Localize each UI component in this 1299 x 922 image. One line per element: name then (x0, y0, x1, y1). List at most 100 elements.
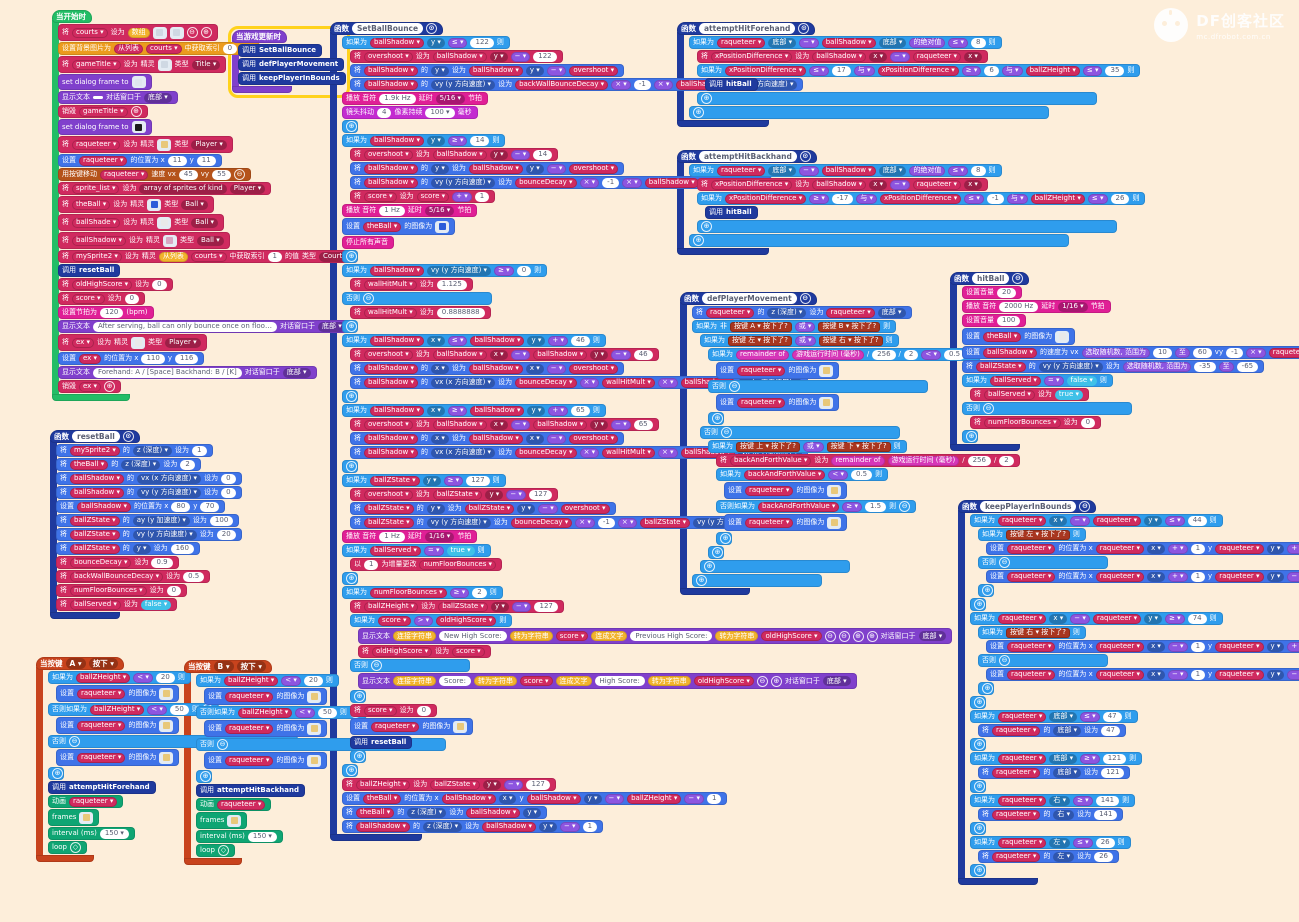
dropdown-pill[interactable]: 5/16 ▾ (424, 205, 455, 216)
variable-pill[interactable]: ballShadow ▾ (370, 37, 424, 48)
value-input[interactable]: 2 (999, 455, 1014, 466)
block-row[interactable]: 设置 ballShadow ▾ 的位置为 x 80 y 70 (56, 500, 226, 513)
value-input[interactable]: 0 (222, 43, 238, 54)
operator-pill[interactable]: × ▾ (1246, 347, 1266, 358)
value-input[interactable]: 0 (221, 487, 236, 498)
dropdown-pill[interactable]: y ▾ (517, 503, 536, 514)
block-row[interactable]: 调用 attemptHitForehand (48, 781, 156, 794)
block-row[interactable]: 将 score ▾ 设为 0 (350, 704, 438, 717)
block-row[interactable]: 播放 音符 1 Hz 延时 5/16 ▾ 节拍 (342, 204, 478, 217)
block-row[interactable]: 设置 raqueteer ▾ 的位置为 x 11 y 11 (58, 154, 222, 167)
block-row[interactable]: 将 score ▾ 设为 0 (58, 292, 146, 305)
operator-pill[interactable]: ≥ ▾ (449, 587, 470, 598)
operator-pill[interactable]: < ▾ (921, 349, 941, 360)
block-row[interactable]: 将 overshoot ▾ 设为 ballShadow ▾ y ▾ − ▾ 14 (350, 148, 559, 161)
dropdown-pill[interactable]: x ▾ (426, 335, 445, 346)
dropdown-pill[interactable]: 右 ▾ (1049, 795, 1071, 806)
block-row[interactable]: 如果为 raqueteer ▾ 底部 ▾ − ▾ ballShadow ▾ 底部 ▾ 的绝对… (689, 164, 1002, 177)
variable-pill[interactable]: sprite_list ▾ (72, 183, 120, 194)
image-thumbnail[interactable] (79, 811, 94, 824)
variable-pill[interactable]: oldHighScore ▾ (436, 615, 497, 626)
variable-pill[interactable]: theBall ▾ (72, 199, 111, 210)
block-icon[interactable]: ⊖ (371, 660, 382, 671)
block-icon[interactable]: ⊕ (704, 561, 715, 572)
variable-pill[interactable]: overshoot ▾ (569, 433, 619, 444)
block-icon[interactable]: ⊙ (799, 151, 811, 162)
dropdown-pill[interactable]: y ▾ (590, 419, 609, 430)
variable-pill[interactable]: ballShadow ▾ (432, 149, 487, 160)
value-input[interactable]: 0 (152, 279, 167, 290)
variable-pill[interactable]: numFloorBounces ▾ (370, 587, 447, 598)
block-row[interactable]: 将 ex ▾ 设为 精灵 类型 Player ▾ (58, 334, 207, 351)
variable-pill[interactable]: raqueteer ▾ (912, 179, 962, 190)
block-row[interactable]: 如果为 ballShadow ▾ x ▾ ≤ ▾ ballShadow ▾ y ▾ + ▾ 4… (342, 334, 606, 347)
variable-pill[interactable]: theBall ▾ (70, 459, 109, 470)
variable-pill[interactable]: 从列表 (114, 43, 143, 54)
image-thumbnail[interactable] (1055, 330, 1070, 343)
operator-pill[interactable]: × ▾ (579, 447, 600, 458)
variable-pill[interactable]: backAndForthValue ▾ (744, 469, 826, 480)
dropdown-pill[interactable]: z (深度) ▾ (121, 459, 161, 470)
dropdown-pill[interactable]: x ▾ (430, 433, 449, 444)
block-row[interactable]: 以 1 为增量更改 numFloorBounces ▾ (350, 558, 503, 571)
block-row[interactable]: interval (ms) 150 ▾ (196, 830, 283, 843)
on-start[interactable]: 当开始时将 courts ▾ 设为 数组 ⊖ ⊕ 设置背景图片为 从列表 courts ▾ 中获取… (52, 10, 358, 402)
operator-pill[interactable]: ≥ ▾ (1165, 613, 1185, 624)
block-icon[interactable]: ⊕ (693, 107, 704, 118)
value-input[interactable]: 127 (466, 475, 490, 486)
fn-hitball[interactable]: 函数 hitBall ⊖ 设置音量 20 播放 音符 2000 Hz 延时 1/16 ▾ 节拍 设置… (950, 272, 1299, 452)
dropdown-pill[interactable]: 底部 ▾ (144, 92, 172, 103)
operator-pill[interactable]: + ▾ (548, 405, 568, 416)
block-row[interactable]: set dialog frame to (58, 119, 152, 135)
variable-pill[interactable]: ballZState ▾ (70, 529, 120, 540)
operator-pill[interactable]: × ▾ (653, 79, 674, 90)
variable-pill[interactable]: raqueteer ▾ (1215, 669, 1264, 680)
block-row[interactable]: 将 numFloorBounces ▾ 设为 0 (970, 416, 1102, 429)
block-row[interactable]: 设置 raqueteer ▾ 的图像为 (204, 720, 328, 737)
value-input[interactable]: 20 (997, 287, 1016, 298)
operator-pill[interactable]: ≥ ▾ (809, 193, 829, 204)
block-row[interactable]: 将 ballShadow ▾ 的 y ▾ 设为 ballShadow ▾ y ▾ − ▾ ove… (350, 162, 625, 175)
value-input[interactable]: 0.9 (151, 557, 173, 568)
variable-pill[interactable]: ballShadow ▾ (356, 821, 410, 832)
value-input[interactable]: defPlayerMovement (702, 293, 797, 304)
variable-pill[interactable]: raqueteer ▾ (998, 515, 1047, 526)
value-input[interactable]: 0.5 (183, 571, 205, 582)
value-input[interactable]: 17 (831, 65, 851, 76)
operator-pill[interactable]: × ▾ (575, 517, 595, 528)
block-icon[interactable]: ⊕ (200, 771, 211, 782)
block-icon[interactable]: ⊕ (104, 381, 116, 392)
value-input[interactable]: attemptHitBackhand (699, 151, 797, 162)
block-row[interactable]: 设置 raqueteer ▾ 的图像为 (204, 688, 328, 705)
value-input[interactable]: 0 (166, 585, 182, 596)
block-hat[interactable]: 函数 attemptHitBackhand ⊙ (677, 150, 817, 163)
variable-pill[interactable]: ballShadow ▾ (482, 821, 537, 832)
block-hat[interactable]: 函数 defPlayerMovement ⊖ (680, 292, 817, 305)
block-row[interactable]: 设置 raqueteer ▾ 的图像为 (716, 394, 840, 411)
variable-pill[interactable]: ballShadow ▾ (533, 419, 588, 430)
variable-pill[interactable]: raqueteer ▾ (217, 799, 266, 810)
block-row[interactable]: 将 oldHighScore ▾ 设为 score ▾ (358, 645, 491, 658)
value-input[interactable]: -1 (597, 517, 615, 528)
value-input[interactable]: 46 (633, 349, 653, 360)
operator-pill[interactable]: − ▾ (604, 793, 625, 804)
dropdown-pill[interactable]: 底部 ▾ (768, 165, 797, 176)
operator-pill[interactable]: − ▾ (890, 179, 910, 190)
value-input[interactable]: 20 (155, 672, 175, 683)
operator-pill[interactable]: 至 (1174, 347, 1190, 358)
value-input[interactable]: 121 (1101, 767, 1125, 778)
variable-pill[interactable]: raqueteer ▾ (737, 397, 786, 408)
value-input[interactable]: 60 (1192, 347, 1212, 358)
variable-pill[interactable]: ballZHeight ▾ (627, 793, 682, 804)
dropdown-pill[interactable]: Ball ▾ (196, 235, 224, 246)
value-input[interactable]: 100 (209, 515, 234, 526)
dropdown-pill[interactable]: y ▾ (489, 149, 508, 160)
condition-hex[interactable]: 按键 上 ▾ 按下了? (736, 441, 800, 452)
variable-pill[interactable]: oldHighScore ▾ (693, 676, 754, 686)
block-row[interactable]: 将 backAndForthValue ▾ 设为 remainder of 游戏运行时间… (716, 454, 1020, 467)
block-row[interactable]: ⊕ (970, 822, 986, 835)
variable-pill[interactable]: mySprite2 ▾ (72, 251, 122, 262)
value-input[interactable]: -35 (1194, 361, 1216, 372)
operator-pill[interactable]: + ▾ (1167, 571, 1188, 582)
remainder-pill[interactable]: 游戏运行时间 (毫秒) (887, 455, 960, 466)
